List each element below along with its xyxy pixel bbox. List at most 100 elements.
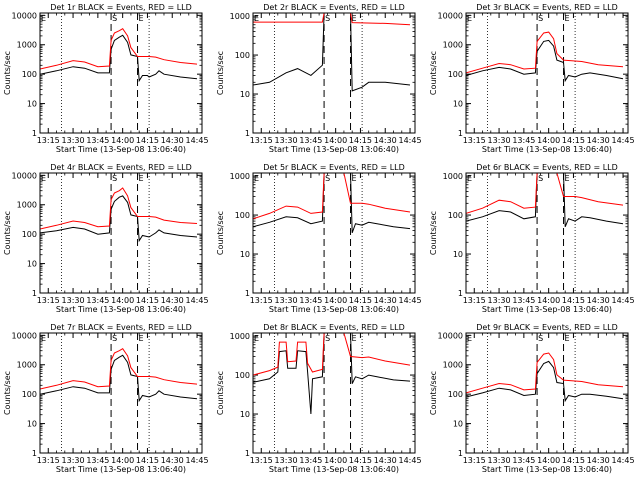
plot-frame xyxy=(39,332,203,454)
y-axis-label: Counts/sec xyxy=(3,51,12,95)
y-tick-label: 100 xyxy=(235,371,250,380)
marker-label: E xyxy=(139,14,144,23)
marker-label: E xyxy=(565,334,570,343)
y-tick-label: 100 xyxy=(235,211,250,220)
x-tick-label: 13:30 xyxy=(488,136,511,145)
y-tick-label: 100 xyxy=(235,51,250,60)
x-tick-label: 14:15 xyxy=(136,456,159,465)
y-tick-label: 10000 xyxy=(12,11,37,20)
chart-panel-6: Det 6r BLACK = Events, RED = LLD Counts/s… xyxy=(429,163,635,314)
y-tick-label: 1000 xyxy=(230,332,250,341)
marker-label: E xyxy=(41,14,46,23)
y-tick-label: 100 xyxy=(448,70,463,79)
x-tick-label: 14:30 xyxy=(587,136,610,145)
panel-title: Det 9r BLACK = Events, RED = LLD xyxy=(476,323,618,332)
chart-panel-5: Det 5r BLACK = Events, RED = LLD Counts/s… xyxy=(216,163,422,314)
lld-series-line xyxy=(253,13,411,26)
y-tick-label: 1 xyxy=(32,289,37,298)
marker-label: E xyxy=(565,14,570,23)
x-tick-label: 14:30 xyxy=(374,296,397,305)
y-tick-label: 100 xyxy=(22,70,37,79)
y-axis-label: Counts/sec xyxy=(429,371,438,415)
panel-title: Det 7r BLACK = Events, RED = LLD xyxy=(50,323,192,332)
y-axis-label: Counts/sec xyxy=(3,371,12,415)
x-tick-label: 14:15 xyxy=(349,456,372,465)
x-axis-label: Start Time (13-Sep-08 13:06:40) xyxy=(269,145,399,154)
x-tick-label: 14:00 xyxy=(537,136,560,145)
marker-label: E xyxy=(467,334,472,343)
x-tick-label: 14:15 xyxy=(136,296,159,305)
marker-label: S xyxy=(538,334,543,343)
chart-panel-9: Det 9r BLACK = Events, RED = LLD Counts/s… xyxy=(429,323,635,474)
marker-label: E xyxy=(352,14,357,23)
chart-panel-4: Det 4r BLACK = Events, RED = LLD Counts/s… xyxy=(3,163,209,314)
y-tick-label: 100 xyxy=(448,211,463,220)
x-tick-label: 13:30 xyxy=(62,456,85,465)
y-axis-label: Counts/sec xyxy=(216,371,225,415)
events-series-line xyxy=(466,173,624,227)
panel-title: Det 3r BLACK = Events, RED = LLD xyxy=(476,3,618,12)
x-tick-label: 14:45 xyxy=(186,136,209,145)
x-tick-label: 13:15 xyxy=(250,296,273,305)
x-axis-label: Start Time (13-Sep-08 13:06:40) xyxy=(482,465,612,474)
plot-frame xyxy=(252,332,416,454)
y-tick-label: 1000 xyxy=(17,361,37,370)
x-tick-label: 13:15 xyxy=(250,136,273,145)
lld-series-line xyxy=(466,352,624,394)
chart-panel-2: Det 2r BLACK = Events, RED = LLD Counts/s… xyxy=(216,3,422,154)
x-tick-label: 14:15 xyxy=(349,136,372,145)
lld-series-line xyxy=(466,173,624,214)
y-axis-label: Counts/sec xyxy=(429,51,438,95)
x-tick-label: 13:30 xyxy=(62,136,85,145)
x-tick-label: 13:15 xyxy=(463,456,486,465)
x-tick-label: 14:45 xyxy=(612,456,635,465)
x-tick-label: 14:30 xyxy=(161,456,184,465)
marker-label: E xyxy=(254,174,259,183)
panel-title: Det 5r BLACK = Events, RED = LLD xyxy=(263,163,405,172)
x-tick-label: 14:00 xyxy=(537,296,560,305)
marker-label: E xyxy=(352,334,357,343)
events-series-line xyxy=(40,195,198,243)
x-tick-label: 13:45 xyxy=(512,296,535,305)
y-tick-label: 10 xyxy=(453,100,463,109)
x-tick-label: 14:00 xyxy=(111,456,134,465)
y-axis-label: Counts/sec xyxy=(216,51,225,95)
marker-label: E xyxy=(467,14,472,23)
x-tick-label: 14:45 xyxy=(186,456,209,465)
marker-label: E xyxy=(254,14,259,23)
marker-label: S xyxy=(112,14,117,23)
x-tick-label: 13:45 xyxy=(299,456,322,465)
y-tick-label: 1000 xyxy=(230,12,250,21)
plot-frame xyxy=(465,172,629,294)
marker-label: S xyxy=(112,174,117,183)
x-tick-label: 14:15 xyxy=(136,136,159,145)
y-tick-label: 1000 xyxy=(17,201,37,210)
lld-series-line xyxy=(40,187,198,230)
y-tick-label: 10000 xyxy=(438,11,463,20)
y-tick-label: 10000 xyxy=(438,331,463,340)
y-tick-label: 10 xyxy=(453,420,463,429)
x-tick-label: 14:15 xyxy=(562,136,585,145)
x-tick-label: 13:15 xyxy=(37,456,60,465)
x-axis-label: Start Time (13-Sep-08 13:06:40) xyxy=(56,305,186,314)
x-tick-label: 14:00 xyxy=(324,136,347,145)
x-tick-label: 13:30 xyxy=(488,456,511,465)
y-tick-label: 1 xyxy=(32,129,37,138)
x-axis-label: Start Time (13-Sep-08 13:06:40) xyxy=(269,305,399,314)
plot-frame xyxy=(465,12,629,134)
events-series-line xyxy=(466,360,624,403)
y-tick-label: 1 xyxy=(32,449,37,458)
x-tick-label: 13:45 xyxy=(86,296,109,305)
marker-label: S xyxy=(538,14,543,23)
x-tick-label: 14:30 xyxy=(374,456,397,465)
y-tick-label: 1 xyxy=(458,289,463,298)
events-series-line xyxy=(466,39,624,83)
y-tick-label: 10 xyxy=(27,260,37,269)
chart-panel-3: Det 3r BLACK = Events, RED = LLD Counts/s… xyxy=(429,3,635,154)
x-axis-label: Start Time (13-Sep-08 13:06:40) xyxy=(56,145,186,154)
y-tick-label: 10 xyxy=(27,420,37,429)
chart-panel-8: Det 8r BLACK = Events, RED = LLD Counts/s… xyxy=(216,323,422,474)
y-tick-label: 10 xyxy=(240,90,250,99)
y-tick-label: 1000 xyxy=(443,172,463,181)
